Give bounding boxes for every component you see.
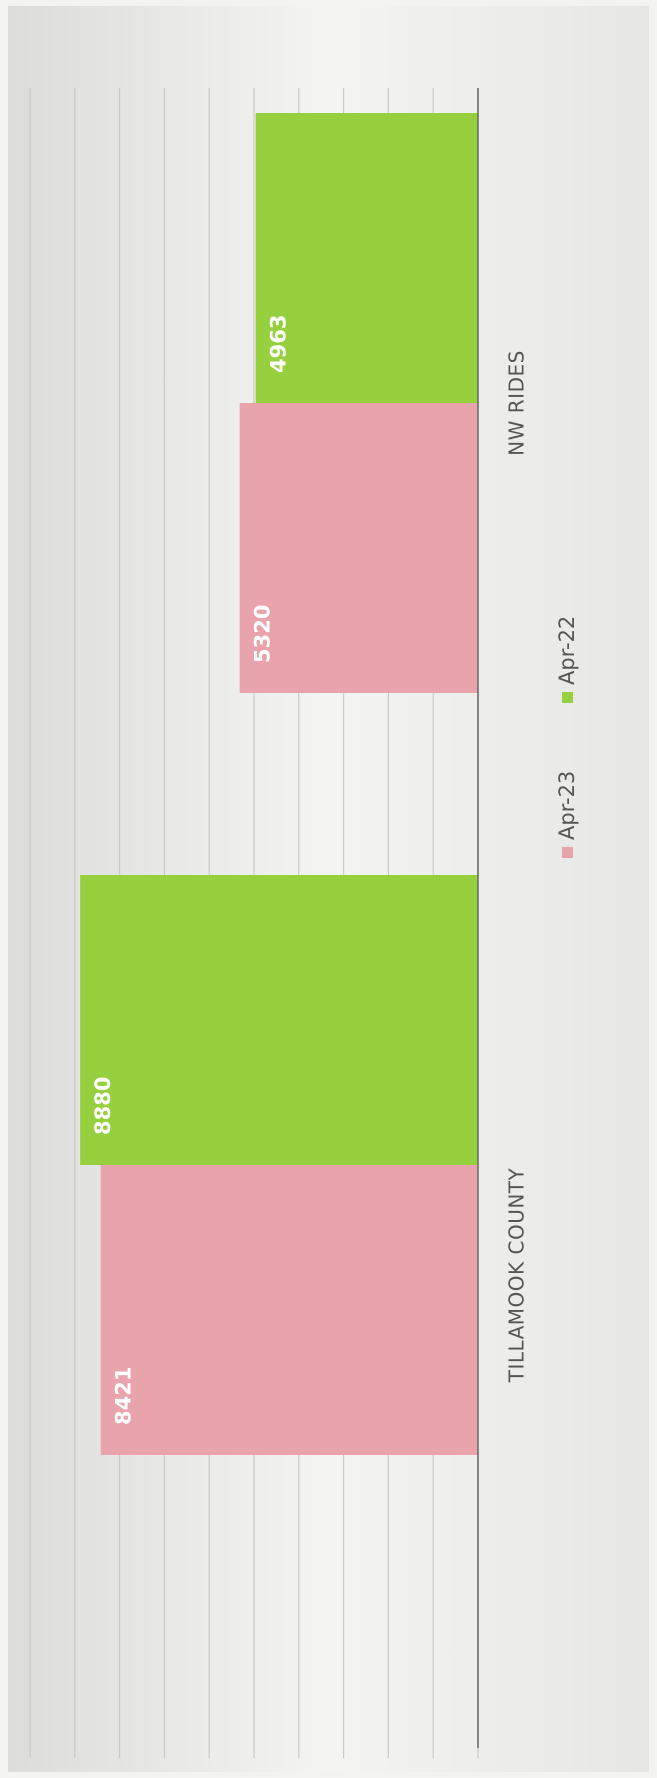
x-tick-label: NW RIDES [505,350,529,456]
data-label: 8880 [91,1077,115,1135]
data-label: 8421 [112,1367,136,1425]
bar [239,403,478,693]
legend-swatch [562,847,573,858]
legend-label: Apr-22 [555,616,579,685]
data-label: 5320 [251,605,275,663]
bar [255,113,478,403]
data-label: 4963 [267,315,291,373]
x-tick-label: TILLAMOOK COUNTY [505,1167,529,1383]
legend-label: Apr-23 [555,771,579,840]
plot-area: 8421 8880 TILLAMOOK COUNTY 5320 4963 NW RIDES… [29,88,579,1758]
bar [80,875,479,1165]
bar [100,1165,478,1455]
legend-swatch [562,692,573,703]
